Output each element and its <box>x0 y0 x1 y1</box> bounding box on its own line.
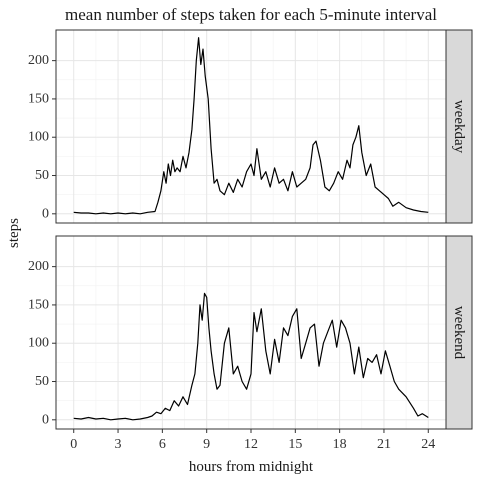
panel-weekend: weekend 0 50 100 150 200 0 3 6 9 12 15 18 21 24 <box>28 235 473 452</box>
panel-weekday: weekday 0 50 100 150 200 <box>28 29 473 224</box>
x-tick-label: 9 <box>203 437 210 452</box>
y-tick-label: 200 <box>28 53 49 68</box>
facet-strip <box>445 235 473 430</box>
x-tick-label: 0 <box>70 437 77 452</box>
y-tick-label: 150 <box>28 297 49 312</box>
facet-panels: weekday 0 50 100 150 200 weekend 0 50 100 150 200 0 3… <box>28 29 473 452</box>
facet-strip <box>445 29 473 224</box>
y-tick-label: 50 <box>35 374 49 389</box>
x-tick-label: 12 <box>244 437 258 452</box>
y-tick-label: 0 <box>42 206 49 221</box>
x-tick-label: 6 <box>159 437 166 452</box>
y-tick-label: 100 <box>28 336 49 351</box>
x-tick-label: 15 <box>288 437 302 452</box>
facet-strip-label: weekday <box>451 100 467 154</box>
x-tick-label: 24 <box>421 437 435 452</box>
series-line-weekday <box>73 37 429 215</box>
y-tick-label: 100 <box>28 130 49 145</box>
x-axis-title: hours from midnight <box>189 459 314 475</box>
y-tick-label: 200 <box>28 259 49 274</box>
series-line-weekend <box>73 292 429 421</box>
y-tick-label: 0 <box>42 412 49 427</box>
x-tick-label: 21 <box>377 437 391 452</box>
y-axis-title: steps <box>6 218 22 248</box>
y-tick-label: 150 <box>28 91 49 106</box>
chart-title: mean number of steps taken for each 5-mi… <box>65 5 437 24</box>
x-tick-label: 18 <box>333 437 347 452</box>
y-tick-label: 50 <box>35 168 49 183</box>
x-tick-label: 3 <box>115 437 122 452</box>
facet-strip-label: weekend <box>451 306 467 360</box>
